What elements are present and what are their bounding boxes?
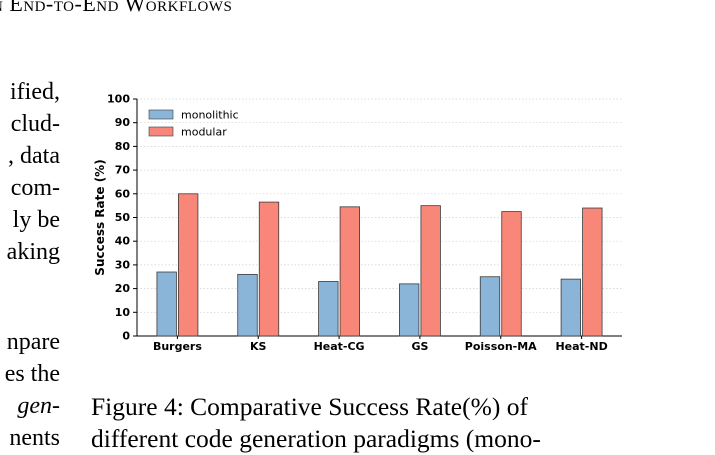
body-text-line: ified, [10, 79, 60, 105]
body-text-line: es the [4, 361, 60, 387]
legend-swatch-modular [148, 126, 174, 137]
y-tick-label: 20 [115, 282, 131, 295]
bar-monolithic [479, 276, 501, 337]
bar-monolithic [560, 278, 581, 337]
x-tick-label: Burgers [153, 340, 202, 353]
bar-monolithic [318, 281, 339, 337]
body-text-line: com- [10, 175, 60, 201]
legend-label-modular: modular [181, 126, 227, 139]
bar-modular [178, 193, 199, 337]
bar-modular [582, 207, 603, 337]
y-tick-label: 100 [107, 93, 130, 106]
body-text-line: nents [9, 425, 60, 451]
bar-modular [258, 201, 280, 337]
y-tick-label: 50 [115, 211, 131, 224]
x-tick-label: GS [411, 340, 428, 353]
caption-line-2: different code generation paradigms (mon… [91, 424, 541, 453]
left-column-text-upper: ified, clud- , data com-ly be aking [0, 76, 60, 268]
body-text-line: gen- [17, 393, 60, 419]
bar-modular [501, 211, 522, 337]
legend-swatch-monolithic [148, 109, 174, 120]
success-rate-bar-chart: 0 10 20 30 40 50 60 70 80 90 100 Success Rate (%) Bu… [93, 93, 622, 353]
y-tick-label: 40 [115, 235, 131, 248]
y-tick-label: 60 [115, 187, 131, 200]
left-column-text-lower: npare es the gen-nents [0, 326, 60, 454]
bar-modular [339, 206, 360, 337]
x-tick-label: Heat-CG [314, 340, 365, 353]
body-text-line: aking [6, 239, 60, 265]
x-tick-label: Heat-ND [555, 340, 607, 353]
x-tick-label: Poisson-MA [465, 340, 537, 353]
y-tick-label: 0 [122, 330, 130, 343]
y-tick-label: 80 [115, 140, 131, 153]
y-tick-label: 90 [115, 116, 131, 129]
body-text-line: , data [8, 143, 60, 169]
y-tick-label: 70 [115, 164, 131, 177]
caption-label: Figure 4: [91, 392, 184, 421]
bar-monolithic [156, 271, 177, 337]
body-text-line: clud- [10, 111, 60, 137]
y-tick-label: 30 [115, 258, 131, 271]
running-head: n End-to-End Workflows [0, 0, 233, 16]
bar-monolithic [399, 283, 420, 337]
body-text-line: ly be [12, 207, 60, 233]
bar-modular [420, 205, 441, 337]
caption-line-1: Comparative Success Rate(%) of [190, 392, 528, 421]
figure-caption: Figure 4: Comparative Success Rate(%) of… [91, 391, 691, 455]
bar-monolithic [237, 273, 258, 337]
y-axis-label: Success Rate (%) [93, 159, 107, 275]
x-tick-label: KS [250, 340, 267, 353]
body-text-line: npare [6, 329, 60, 355]
y-tick-label: 10 [115, 306, 131, 319]
legend-label-monolithic: monolithic [181, 109, 239, 122]
